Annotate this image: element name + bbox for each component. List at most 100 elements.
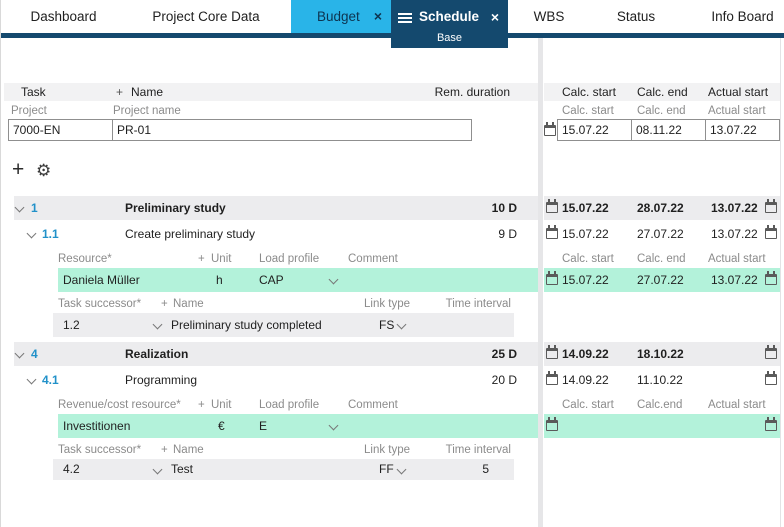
calc-end-value[interactable]: 18.10.22 [637,347,684,361]
calendar-icon[interactable] [765,199,777,213]
tab-dashboard[interactable]: Dashboard [30,9,97,24]
add-column-icon[interactable]: + [116,85,124,99]
dropdown-chevron-icon[interactable] [396,319,407,330]
calendar-icon[interactable] [765,417,777,431]
successor-header-row: Task successor* + Name Link type Time in… [4,296,538,312]
task-row-1-dates[interactable]: 15.07.22 28.07.22 13.07.22 [544,196,780,220]
calc-start-value[interactable]: 15.07.22 [562,201,609,215]
calc-start-value[interactable]: 14.09.22 [562,347,609,361]
dropdown-chevron-icon[interactable] [152,464,163,475]
resource-name[interactable]: Investitionen [63,419,131,433]
collapse-chevron-icon[interactable] [14,348,25,359]
calendar-icon[interactable] [546,199,558,213]
calendar-icon[interactable] [546,417,558,431]
collapse-chevron-icon[interactable] [14,202,25,213]
time-interval-col-label: Time interval [445,298,511,310]
link-type-value[interactable]: FF [379,462,394,476]
task-row-4-1[interactable]: 4.1 Programming 20 D [14,368,538,392]
successor-row[interactable]: 4.2 Test FF 5 [53,459,514,480]
tab-schedule[interactable]: Schedule × Base [391,0,508,48]
revenue-resource-row[interactable]: Investitionen € E [58,414,538,438]
add-successor-icon[interactable]: + [161,444,168,456]
resource-unit[interactable]: € [218,419,225,433]
resource-row[interactable]: Daniela Müller h CAP [58,268,538,292]
resource-load-profile[interactable]: E [259,419,268,433]
calendar-icon[interactable] [765,271,777,285]
add-task-button[interactable]: + [12,158,25,181]
time-interval-value[interactable]: 5 [482,462,489,476]
task-row-4-dates[interactable]: 14.09.22 18.10.22 [544,342,780,366]
revenue-resource-row-dates[interactable] [544,414,780,438]
dropdown-chevron-icon[interactable] [328,274,339,285]
successor-name[interactable]: Test [171,462,194,476]
menu-icon[interactable] [398,13,412,23]
task-row-1-1-dates[interactable]: 15.07.22 27.07.22 13.07.22 [544,222,780,246]
load-profile-col-label: Load profile [259,253,320,265]
resource-row-dates[interactable]: 15.07.22 27.07.22 13.07.22 [544,268,780,292]
successor-value[interactable]: 1.2 [63,318,80,332]
revenue-resource-col-label: Revenue/cost resource* [58,399,181,411]
panel-splitter[interactable] [538,38,543,527]
tab-project-core-data[interactable]: Project Core Data [152,9,260,24]
actual-start-value[interactable]: 13.07.22 [711,201,758,215]
dropdown-chevron-icon[interactable] [328,420,339,431]
project-name-label: Project name [113,105,181,117]
task-number: 1.1 [42,227,59,241]
resource-unit[interactable]: h [216,273,223,287]
project-actual-start-field[interactable]: 13.07.22 [705,119,780,141]
successor-row[interactable]: 1.2 Preliminary study completed FS [53,313,514,337]
calc-start-value[interactable]: 15.07.22 [562,227,609,241]
project-calc-start-field[interactable]: 15.07.22 [557,119,632,141]
task-row-4-1-dates[interactable]: 14.09.22 11.10.22 [544,368,780,392]
successor-name[interactable]: Preliminary study completed [171,318,322,332]
calc-end-value[interactable]: 28.07.22 [637,201,684,215]
tab-schedule-close-icon[interactable]: × [490,9,499,25]
link-type-value[interactable]: FS [379,318,395,332]
project-name-field[interactable]: PR-01 [112,119,472,141]
calc-end-value[interactable]: 11.10.22 [637,373,683,387]
calendar-icon[interactable] [546,271,558,285]
project-calc-end-label: Calc. end [637,105,686,117]
task-name: Realization [125,347,189,361]
tab-budget[interactable]: Budget × [291,0,391,33]
calc-start-value[interactable]: 15.07.22 [562,273,609,287]
collapse-chevron-icon[interactable] [26,228,37,239]
calc-end-label: Calc.end [637,399,683,411]
add-successor-icon[interactable]: + [161,298,168,310]
project-calc-start-label: Calc. start [562,105,614,117]
calc-end-value[interactable]: 27.07.22 [637,273,684,287]
successor-value[interactable]: 4.2 [63,462,80,476]
resource-load-profile[interactable]: CAP [259,273,284,287]
add-resource-icon[interactable]: + [198,253,205,265]
tab-info-board[interactable]: Info Board [711,9,774,24]
project-id-field[interactable]: 7000-EN [8,119,113,141]
project-input-row: 7000-EN PR-01 [4,119,538,143]
settings-gear-icon[interactable]: ⚙ [36,161,52,180]
scrollbar-track[interactable] [780,38,784,527]
calendar-icon[interactable] [765,371,777,385]
tab-wbs[interactable]: WBS [533,9,565,24]
calendar-icon[interactable] [546,225,558,239]
calendar-icon[interactable] [765,225,777,239]
tab-budget-close-icon[interactable]: × [373,8,382,24]
calendar-icon[interactable] [546,371,558,385]
actual-start-value[interactable]: 13.07.22 [711,227,758,241]
project-calc-end-field[interactable]: 08.11.22 [631,119,706,141]
actual-start-value[interactable]: 13.07.22 [711,273,758,287]
calendar-icon[interactable] [765,345,777,359]
tab-schedule-label: Schedule [419,9,480,24]
calc-start-value[interactable]: 14.09.22 [562,373,609,387]
tab-status[interactable]: Status [616,9,656,24]
calc-end-value[interactable]: 27.07.22 [637,227,684,241]
task-row-4[interactable]: 4 Realization 25 D [14,342,538,366]
resource-name[interactable]: Daniela Müller [63,273,140,287]
task-row-1[interactable]: 1 Preliminary study 10 D [14,196,538,220]
calendar-icon[interactable] [546,345,558,359]
add-resource-icon[interactable]: + [198,399,205,411]
dropdown-chevron-icon[interactable] [396,464,407,475]
task-row-1-1[interactable]: 1.1 Create preliminary study 9 D [14,222,538,246]
dropdown-chevron-icon[interactable] [152,319,163,330]
calendar-icon[interactable] [544,122,556,136]
collapse-chevron-icon[interactable] [26,374,37,385]
comment-col-label: Comment [348,253,398,265]
